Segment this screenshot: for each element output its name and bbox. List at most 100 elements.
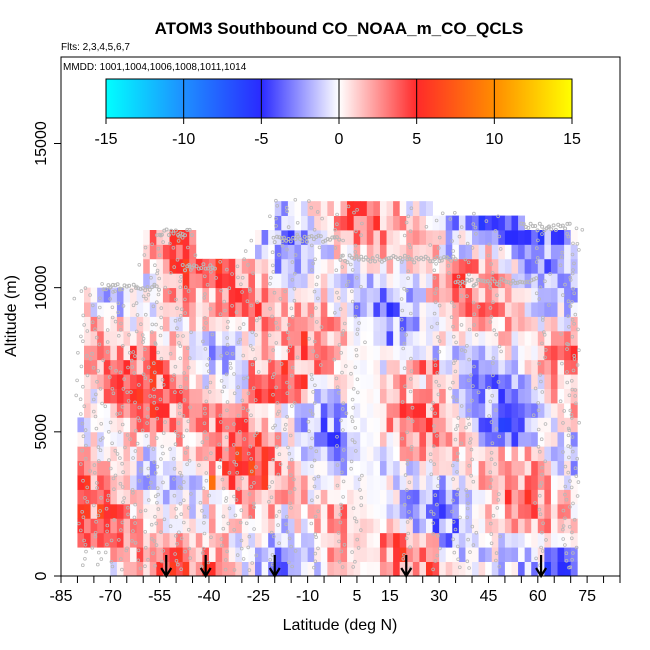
heatmap-cell <box>268 518 276 534</box>
heatmap-cell <box>320 446 328 462</box>
heatmap-cell <box>498 258 506 274</box>
track-point <box>249 469 254 474</box>
heatmap-cell <box>465 230 473 245</box>
heatmap-cell <box>169 345 177 361</box>
track-point <box>421 257 426 262</box>
track-point <box>288 344 293 348</box>
track-point <box>424 225 429 229</box>
track-point <box>276 472 281 477</box>
heatmap-cell <box>432 403 440 418</box>
heatmap-cell <box>557 561 565 576</box>
heatmap-cell <box>399 287 407 303</box>
heatmap-cell <box>90 475 98 490</box>
track-point <box>285 391 290 396</box>
heatmap-cell <box>353 230 361 245</box>
heatmap-cell <box>149 244 157 260</box>
track-point <box>569 416 574 420</box>
heatmap-cell <box>504 403 512 418</box>
heatmap-cell <box>248 518 256 534</box>
track-point <box>203 292 207 296</box>
track-point <box>459 441 464 446</box>
heatmap-cell <box>478 258 486 274</box>
heatmap-cell <box>511 345 519 361</box>
heatmap-cell <box>445 230 453 245</box>
track-point <box>178 279 182 284</box>
heatmap-cell <box>347 287 355 303</box>
track-point <box>314 354 319 358</box>
heatmap-cell <box>439 230 447 245</box>
heatmap-cell <box>458 230 466 245</box>
heatmap-cell <box>498 561 506 576</box>
track-point <box>126 365 130 370</box>
track-point <box>119 321 123 326</box>
track-point <box>189 265 194 270</box>
heatmap-cell <box>136 345 144 361</box>
track-point <box>236 385 241 390</box>
track-point <box>576 480 581 484</box>
heatmap-cell <box>314 403 322 418</box>
heatmap-cell <box>228 403 236 418</box>
heatmap-cell <box>307 561 315 576</box>
track-point <box>285 209 289 214</box>
heatmap-cell <box>301 503 309 519</box>
heatmap-cell <box>511 532 519 548</box>
track-point <box>253 357 257 361</box>
heatmap-cell <box>511 460 519 476</box>
heatmap-cell <box>136 547 144 562</box>
heatmap-cell <box>485 244 493 260</box>
heatmap-cell <box>458 547 466 562</box>
x-tick-label: -55 <box>148 588 171 605</box>
heatmap-cell <box>491 316 499 332</box>
track-point <box>138 509 143 514</box>
heatmap-cell <box>406 460 414 476</box>
track-point <box>171 456 176 461</box>
track-point <box>537 361 541 366</box>
track-point <box>567 221 572 226</box>
track-point <box>120 520 125 525</box>
heatmap-cell <box>333 302 341 317</box>
heatmap-cell <box>261 417 269 433</box>
heatmap-cell <box>327 388 335 404</box>
track-point <box>284 514 289 519</box>
heatmap-cell <box>215 417 223 433</box>
track-point <box>176 421 181 425</box>
heatmap-cell <box>189 345 197 361</box>
heatmap-cell <box>425 244 433 260</box>
track-point <box>222 384 227 389</box>
heatmap-cell <box>564 273 572 289</box>
heatmap-cell <box>320 345 328 361</box>
track-point <box>470 524 475 529</box>
heatmap-cell <box>498 518 506 534</box>
track-point <box>166 233 171 237</box>
colorbar-tick-label: -10 <box>172 131 195 148</box>
heatmap-cell <box>406 475 414 490</box>
heatmap-cell <box>537 503 545 519</box>
track-point <box>488 285 493 290</box>
heatmap-cell <box>182 532 190 548</box>
track-point <box>488 521 493 526</box>
heatmap-cell <box>478 431 486 447</box>
heatmap-cell <box>235 374 243 389</box>
heatmap-cell <box>432 230 440 245</box>
colorbar-tick-label: 15 <box>563 131 581 148</box>
heatmap-cell <box>294 273 302 289</box>
track-point <box>84 549 88 554</box>
heatmap-cell <box>373 244 381 260</box>
heatmap-cell <box>136 302 144 317</box>
heatmap-cell <box>491 258 499 274</box>
heatmap-cell <box>524 561 532 576</box>
heatmap-cell <box>176 330 184 346</box>
heatmap-cell <box>314 302 322 317</box>
track-point <box>340 265 345 269</box>
heatmap-cell <box>314 518 322 534</box>
heatmap-cell <box>518 475 526 490</box>
heatmap-cell <box>386 258 394 274</box>
heatmap-cell <box>550 489 558 505</box>
track-point <box>129 288 134 293</box>
track-point <box>570 271 575 276</box>
track-point <box>153 514 157 519</box>
track-point <box>302 234 307 239</box>
track-point <box>565 347 569 351</box>
track-point <box>275 401 280 405</box>
track-point <box>217 442 222 447</box>
